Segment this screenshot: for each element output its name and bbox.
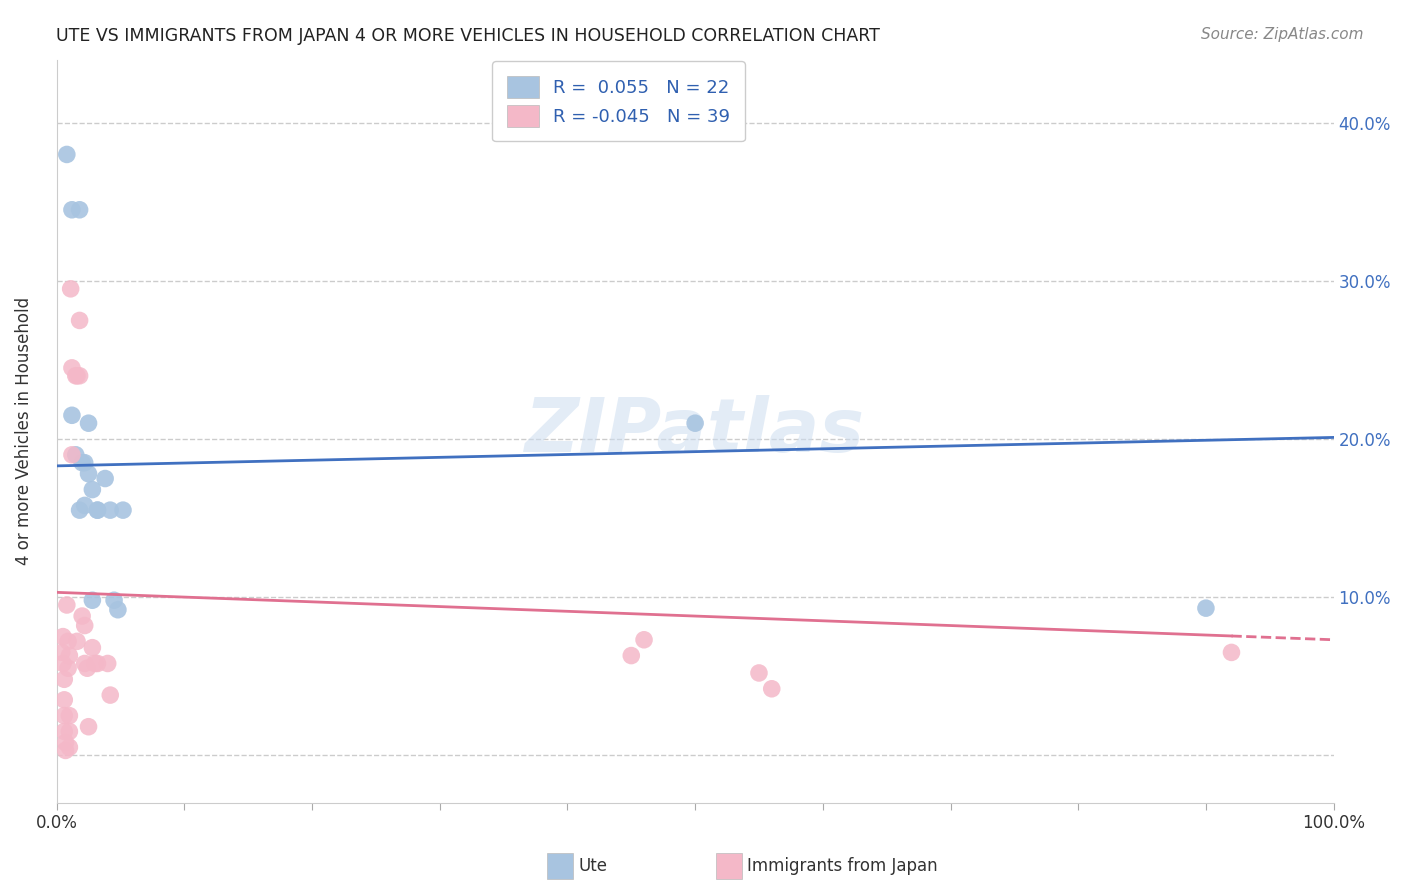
Point — [97, 657, 120, 671]
Point — [620, 648, 643, 663]
Point — [77, 416, 100, 430]
Point — [86, 657, 108, 671]
Point — [56, 598, 79, 612]
Text: UTE VS IMMIGRANTS FROM JAPAN 4 OR MORE VEHICLES IN HOUSEHOLD CORRELATION CHART: UTE VS IMMIGRANTS FROM JAPAN 4 OR MORE V… — [56, 27, 880, 45]
Text: Source: ZipAtlas.com: Source: ZipAtlas.com — [1201, 27, 1364, 42]
Point — [53, 673, 76, 687]
Text: Immigrants from Japan: Immigrants from Japan — [747, 857, 938, 875]
Point — [59, 282, 82, 296]
Point — [55, 735, 77, 749]
Point — [1220, 645, 1243, 659]
Point — [76, 661, 98, 675]
Point — [73, 499, 96, 513]
Point — [53, 724, 76, 739]
Point — [66, 634, 89, 648]
Point — [1195, 601, 1218, 615]
Point — [51, 645, 73, 659]
Point — [77, 467, 100, 481]
Point — [66, 368, 89, 383]
Point — [70, 609, 93, 624]
Point — [60, 360, 83, 375]
Point — [683, 416, 706, 430]
Point — [107, 603, 129, 617]
Point — [52, 630, 75, 644]
Point — [56, 661, 79, 675]
Point — [60, 448, 83, 462]
Point — [82, 640, 104, 655]
Point — [69, 368, 91, 383]
Point — [748, 665, 770, 680]
Point — [73, 456, 96, 470]
Point — [111, 503, 134, 517]
Point — [58, 724, 80, 739]
Point — [60, 202, 83, 217]
Point — [55, 743, 77, 757]
Point — [56, 147, 79, 161]
Point — [56, 634, 79, 648]
Point — [58, 740, 80, 755]
Point — [82, 593, 104, 607]
Point — [73, 657, 96, 671]
Point — [70, 456, 93, 470]
Point — [65, 448, 87, 462]
Text: Ute: Ute — [578, 857, 607, 875]
Y-axis label: 4 or more Vehicles in Household: 4 or more Vehicles in Household — [15, 297, 32, 566]
Point — [53, 708, 76, 723]
Point — [103, 593, 125, 607]
Point — [98, 503, 121, 517]
Point — [58, 708, 80, 723]
Point — [69, 503, 91, 517]
Point — [77, 720, 100, 734]
Point — [65, 368, 87, 383]
Point — [86, 503, 108, 517]
Point — [86, 503, 108, 517]
Point — [69, 313, 91, 327]
Text: ZIPatlas: ZIPatlas — [524, 394, 865, 467]
Point — [94, 471, 117, 485]
Point — [633, 632, 655, 647]
Point — [60, 409, 83, 423]
Point — [98, 688, 121, 702]
Point — [69, 202, 91, 217]
Point — [53, 693, 76, 707]
Point — [52, 657, 75, 671]
Point — [84, 657, 107, 671]
Legend: R =  0.055   N = 22, R = -0.045   N = 39: R = 0.055 N = 22, R = -0.045 N = 39 — [492, 62, 745, 141]
Point — [58, 648, 80, 663]
Point — [73, 618, 96, 632]
Point — [761, 681, 783, 696]
Point — [82, 483, 104, 497]
